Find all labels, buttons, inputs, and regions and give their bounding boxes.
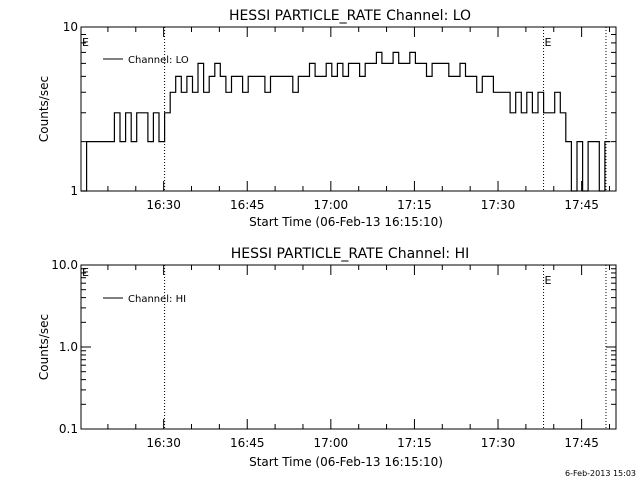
chart-lo-legend-label: Channel: LO xyxy=(128,55,189,66)
y-tick-label: 1 xyxy=(70,184,78,198)
x-tick-label: 17:15 xyxy=(397,198,432,212)
series-line-lo xyxy=(81,51,611,192)
y-tick-label: 0.1 xyxy=(59,422,78,436)
x-tick-label: 17:00 xyxy=(314,436,349,450)
chart-lo-y-label: Counts/sec xyxy=(37,76,51,142)
chart-lo-x-ticks: 16:30 16:45 17:00 17:15 17:30 17:45 xyxy=(107,27,610,212)
chart-lo-axes-frame xyxy=(80,26,617,192)
x-tick-label: 17:15 xyxy=(397,436,432,450)
x-tick-label: 17:45 xyxy=(564,436,599,450)
x-tick-label: 17:45 xyxy=(564,198,599,212)
chart-hi-legend-label: Channel: HI xyxy=(128,294,186,305)
event-marker-label: E xyxy=(545,36,552,49)
chart-hi-x-ticks: 16:30 16:45 17:00 17:15 17:30 17:45 xyxy=(107,265,610,450)
y-tick-label: 1.0 xyxy=(59,340,78,354)
chart-lo-event-markers: E xyxy=(164,27,607,191)
chart-lo-y-ticks: 10 1 xyxy=(63,20,616,198)
x-tick-label: 17:30 xyxy=(481,436,516,450)
chart-lo-series xyxy=(81,51,611,192)
x-tick-label: 16:45 xyxy=(230,436,265,450)
chart-hi-y-label: Counts/sec xyxy=(37,314,51,380)
x-tick-label: 16:45 xyxy=(230,198,265,212)
chart-hi: HESSI PARTICLE_RATE Channel: HI 10.0 1.0 0… xyxy=(37,246,617,469)
chart-lo: HESSI PARTICLE_RATE Channel: LO 10 1 16:3… xyxy=(37,8,617,229)
chart-hi-legend: Channel: HI xyxy=(103,294,186,305)
x-tick-label: 17:00 xyxy=(314,198,349,212)
chart-lo-x-label: Start Time (06-Feb-13 16:15:10) xyxy=(249,215,443,229)
event-marker-label: E xyxy=(545,274,552,287)
x-tick-label: 16:30 xyxy=(146,198,181,212)
chart-lo-title: HESSI PARTICLE_RATE Channel: LO xyxy=(229,8,471,24)
chart-lo-corner-label: E xyxy=(82,36,89,49)
footer-timestamp: 6-Feb-2013 15:03 xyxy=(565,469,636,478)
chart-hi-event-markers: E xyxy=(164,265,607,429)
chart-lo-legend: Channel: LO xyxy=(103,55,189,66)
y-tick-label: 10.0 xyxy=(51,258,78,272)
x-tick-label: 17:30 xyxy=(481,198,516,212)
chart-hi-y-ticks: 10.0 1.0 0.1 xyxy=(51,258,616,436)
chart-hi-title: HESSI PARTICLE_RATE Channel: HI xyxy=(231,246,469,262)
y-tick-label: 10 xyxy=(63,20,78,34)
chart-hi-axes-frame xyxy=(80,264,617,430)
chart-hi-x-label: Start Time (06-Feb-13 16:15:10) xyxy=(249,455,443,469)
chart-hi-corner-label: E xyxy=(82,266,89,279)
x-tick-label: 16:30 xyxy=(146,436,181,450)
